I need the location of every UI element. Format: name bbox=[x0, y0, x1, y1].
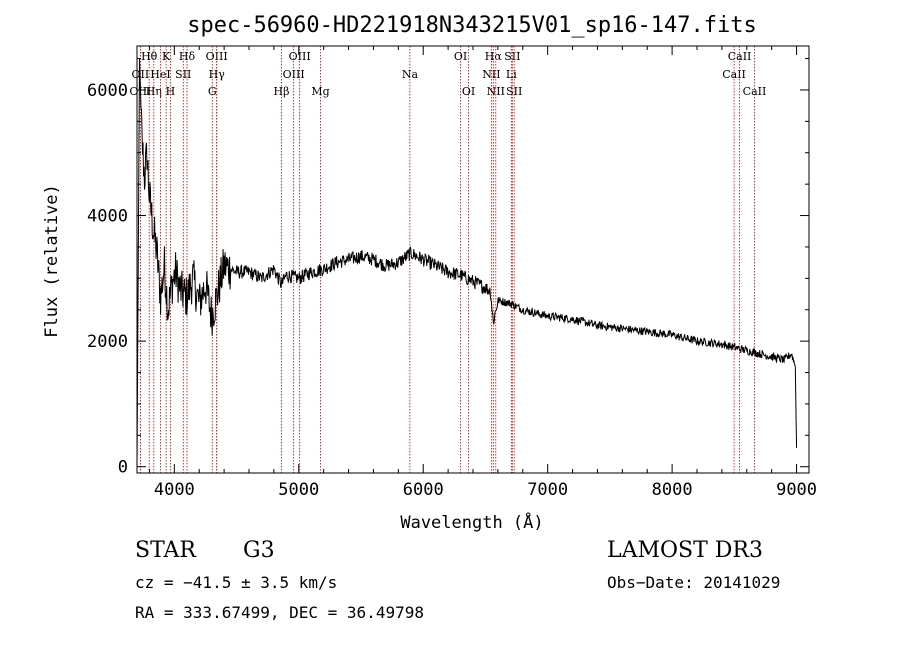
spectral-line-label: Na bbox=[402, 68, 419, 81]
y-tick-label: 4000 bbox=[87, 207, 128, 227]
spectral-class: G3 bbox=[243, 538, 275, 563]
spectral-line-label: NII bbox=[487, 85, 505, 98]
x-tick-label: 5000 bbox=[278, 480, 319, 500]
spectral-line-label: Mg bbox=[311, 85, 329, 98]
spectral-line-label: OIII bbox=[289, 50, 311, 63]
x-tick-label: 9000 bbox=[776, 480, 817, 500]
spectrum-line bbox=[136, 58, 798, 467]
y-axis-label: Flux (relative) bbox=[42, 184, 62, 338]
spectral-line-label: CaII bbox=[728, 50, 752, 63]
x-axis-label: Wavelength (Å) bbox=[400, 511, 543, 533]
object-type: STAR bbox=[135, 538, 196, 563]
spectral-line-label: Hη bbox=[146, 85, 162, 98]
spectral-line-markers: OIIOIIIHθHηHeIKHSIIHδGOIIIHγHβOIIIOIIIMg… bbox=[129, 46, 766, 473]
coordinates: RA = 333.67499, DEC = 36.49798 bbox=[135, 603, 424, 622]
plot-frame bbox=[136, 45, 810, 474]
spectral-line-label: G bbox=[208, 85, 217, 98]
spectral-line-label: Li bbox=[506, 68, 517, 81]
spectral-line-label: K bbox=[162, 50, 171, 63]
spectral-line-label: SII bbox=[504, 50, 520, 63]
spectral-line-label: SII bbox=[506, 85, 522, 98]
y-tick-label: 2000 bbox=[87, 332, 128, 352]
y-tick-label: 6000 bbox=[87, 81, 128, 101]
spectral-line-label: Hθ bbox=[141, 50, 158, 63]
spectral-line-label: Hβ bbox=[274, 85, 290, 98]
spectral-line-label: OI bbox=[454, 50, 467, 63]
x-tick-label: 6000 bbox=[403, 480, 444, 500]
spectral-line-label: OIII bbox=[283, 68, 305, 81]
spectral-line-label: Hδ bbox=[179, 50, 196, 63]
survey-name: LAMOST DR3 bbox=[607, 538, 763, 563]
spectral-line-label: CaII bbox=[743, 85, 767, 98]
spectral-line-label: Hγ bbox=[209, 68, 226, 81]
spectral-line-label: OI bbox=[462, 85, 475, 98]
x-tick-label: 7000 bbox=[527, 480, 568, 500]
observation-date: Obs−Date: 20141029 bbox=[607, 573, 781, 592]
redshift-velocity: cz = −41.5 ± 3.5 km/s bbox=[135, 573, 338, 592]
y-tick-label: 0 bbox=[118, 458, 128, 478]
x-tick-label: 4000 bbox=[154, 480, 195, 500]
x-tick-label: 8000 bbox=[652, 480, 693, 500]
axis-ticks: 4000 5000 6000 7000 8000 9000 0 2000 4000 6000 bbox=[87, 46, 817, 500]
spectral-line-label: H bbox=[166, 85, 176, 98]
spectrum-series bbox=[136, 58, 798, 467]
spectral-line-label: NII bbox=[482, 68, 500, 81]
spectral-line-label: SII bbox=[175, 68, 191, 81]
spectral-line-label: Hα bbox=[485, 50, 503, 63]
chart-title: spec-56960-HD221918N343215V01_sp16-147.f… bbox=[187, 13, 757, 38]
spectral-line-label: CaII bbox=[722, 68, 746, 81]
spectral-line-label: HeI bbox=[150, 68, 170, 81]
